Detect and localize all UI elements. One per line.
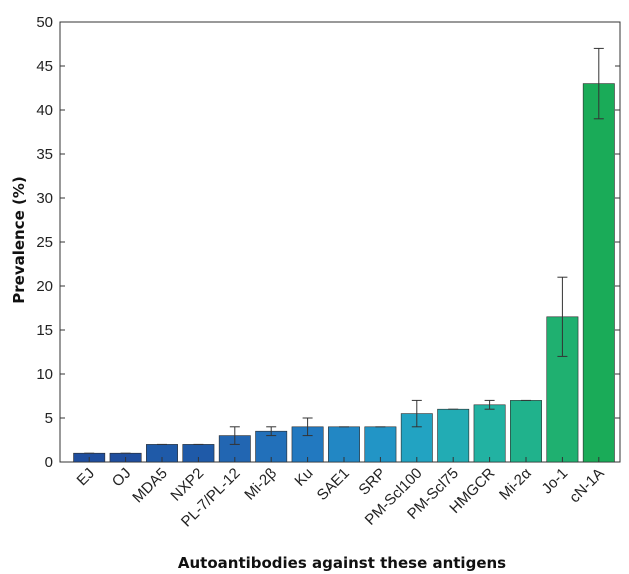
x-axis-title: Autoantibodies against these antigens	[178, 554, 506, 572]
x-tick-label: SAE1	[314, 465, 353, 504]
y-axis-title: Prevalence (%)	[10, 176, 28, 304]
x-tick-label: EJ	[74, 465, 98, 489]
y-tick-label: 50	[36, 14, 53, 31]
bar	[364, 426, 397, 463]
bar	[473, 404, 506, 463]
plot-area	[59, 21, 621, 463]
bar	[510, 400, 542, 463]
bar	[437, 408, 470, 463]
y-tick-label: 5	[45, 410, 53, 427]
x-tick-label: Mi-2α	[496, 465, 535, 504]
plot-frame	[59, 21, 621, 463]
y-tick-label: 40	[36, 102, 53, 119]
x-tick-label: MDA5	[129, 465, 170, 506]
x-tick-label: OJ	[109, 465, 135, 491]
x-tick-label: Ku	[291, 465, 316, 490]
y-tick-label: 15	[36, 322, 53, 339]
y-tick-label: 35	[36, 146, 53, 163]
x-tick-label: Mi-2β	[241, 465, 280, 504]
x-tick-label: Jo-1	[539, 465, 572, 498]
bar	[582, 83, 615, 463]
x-tick-label: cN-1A	[566, 465, 607, 506]
y-axis: 0 5 10 15 20 25 30 35 40 45 50	[36, 14, 620, 471]
y-tick-label: 30	[36, 190, 53, 207]
y-tick-label: 25	[36, 234, 53, 251]
y-tick-label: 0	[45, 454, 53, 471]
y-tick-label: 10	[36, 366, 53, 383]
y-tick-label: 45	[36, 58, 53, 75]
bar	[400, 413, 433, 463]
y-tick-label: 20	[36, 278, 53, 295]
bar	[328, 426, 360, 463]
